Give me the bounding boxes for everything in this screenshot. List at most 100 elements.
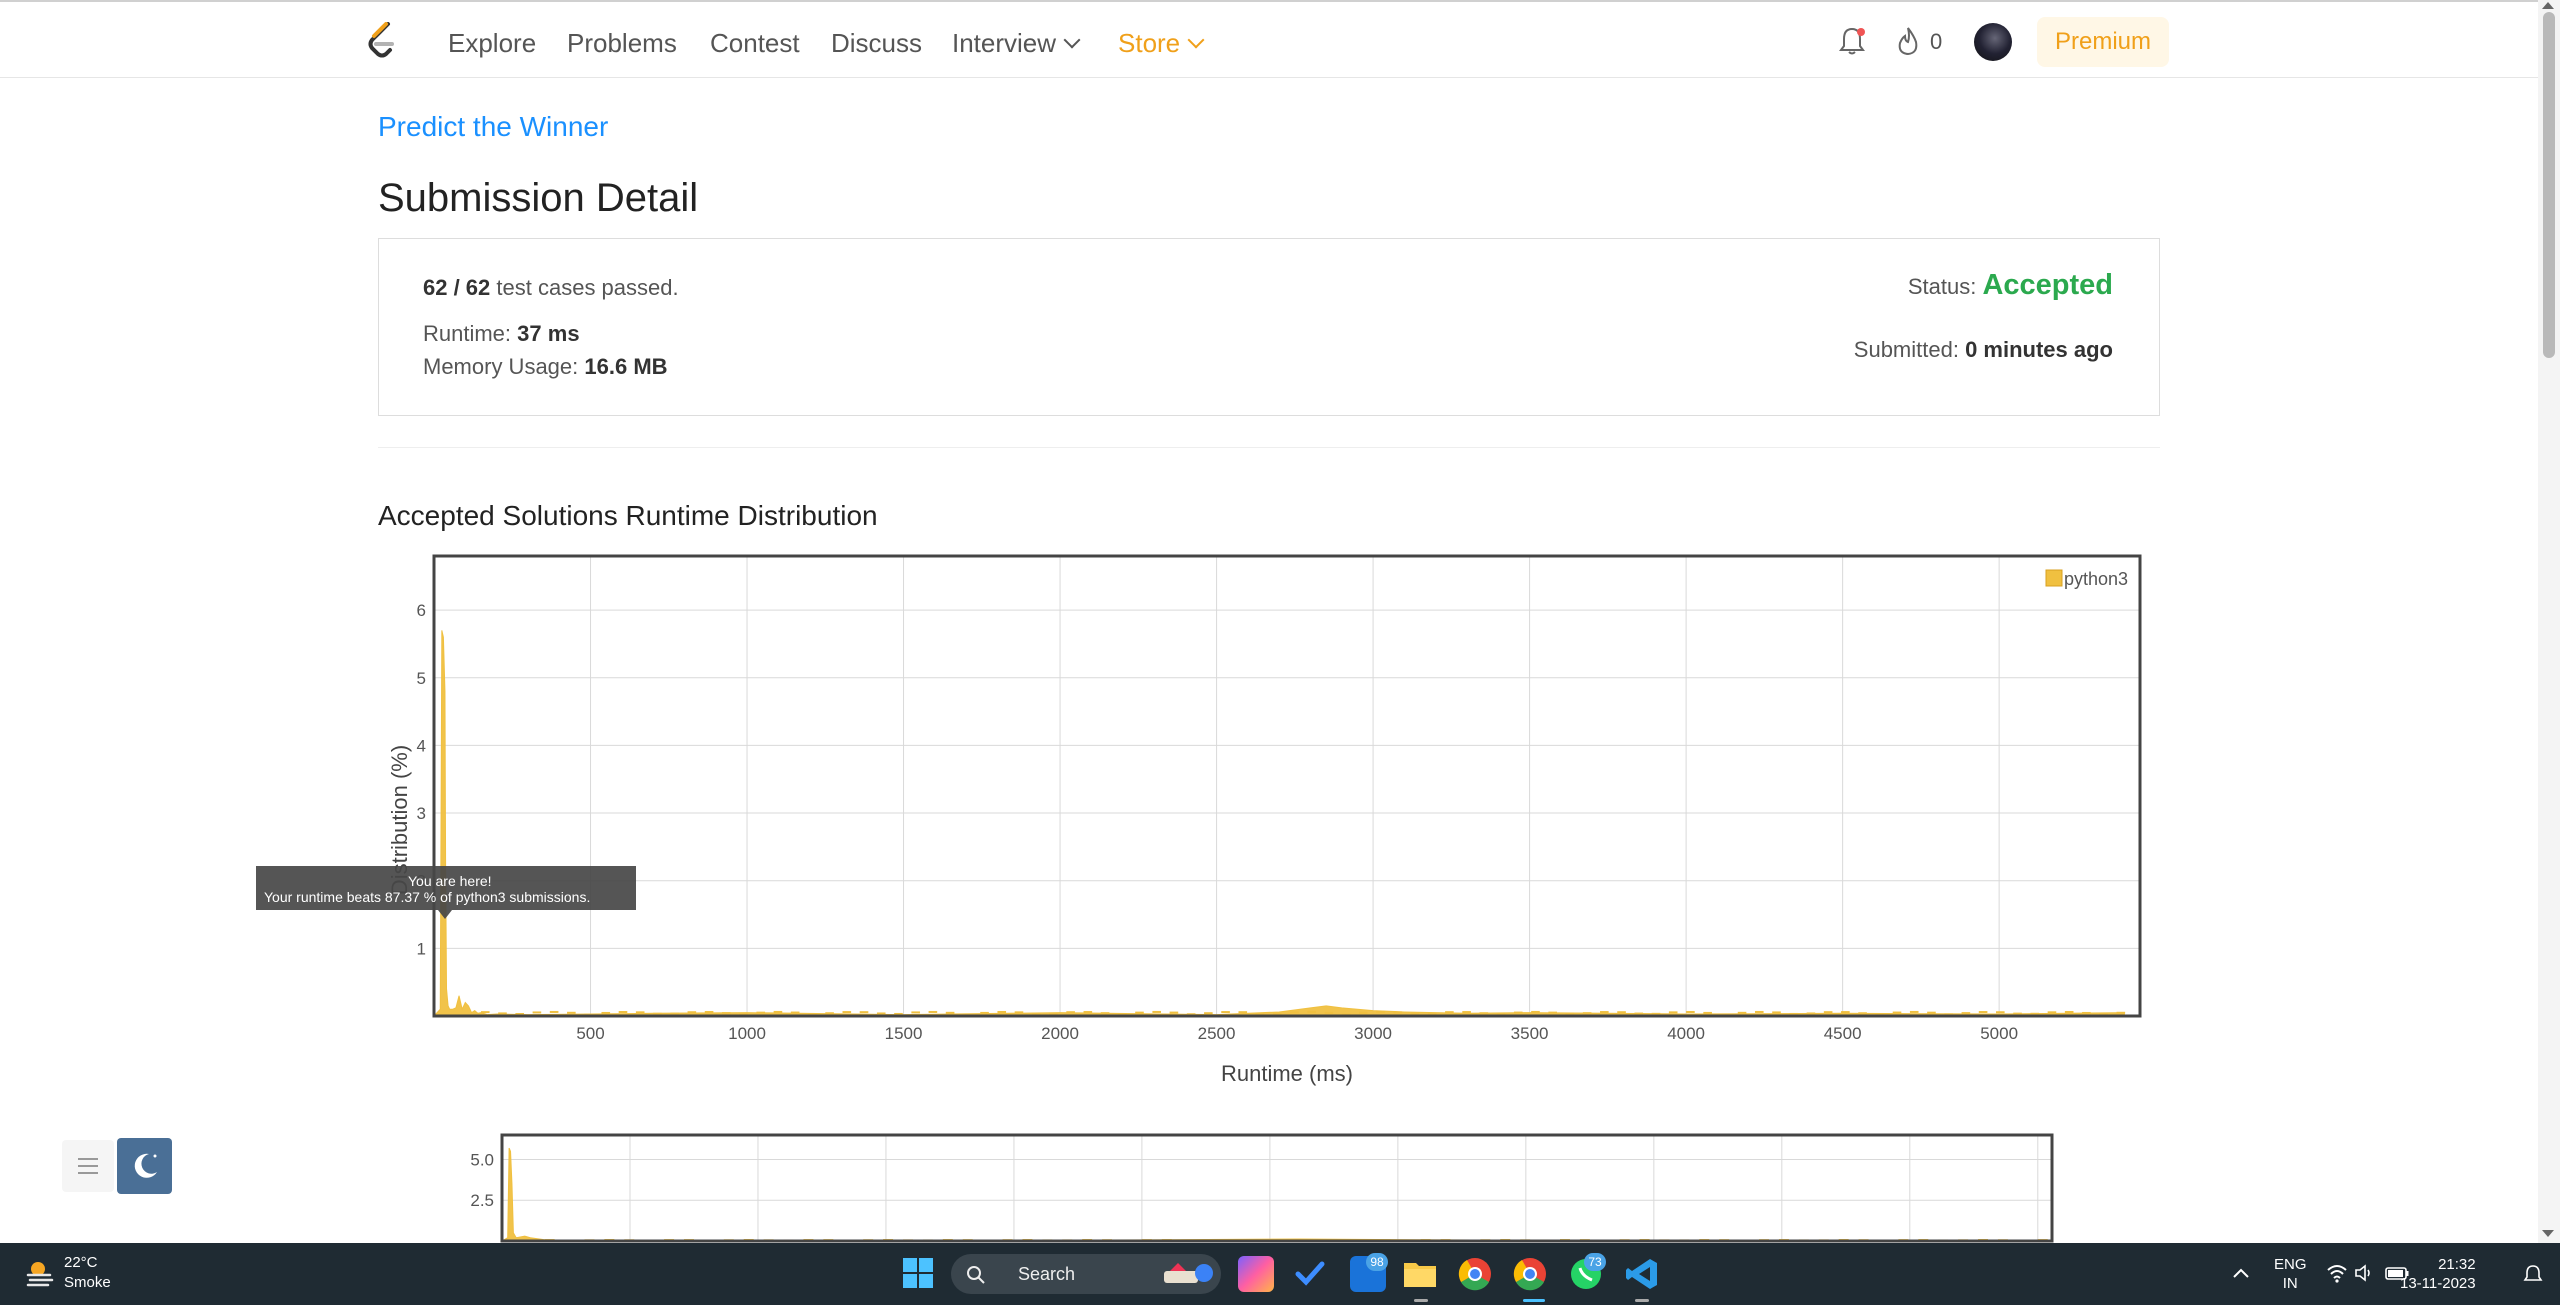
chart-section-title: Accepted Solutions Runtime Distribution xyxy=(378,500,878,531)
main-chart-ytick-label: 3 xyxy=(417,804,426,823)
overview-chart-ytick-label: 5.0 xyxy=(470,1150,494,1169)
nav-problems[interactable]: Problems xyxy=(567,28,677,58)
language-line-2: IN xyxy=(2282,1275,2298,1292)
taskbar-search-placeholder: Search xyxy=(1018,1264,1076,1284)
memory-value: 16.6 MB xyxy=(584,354,668,379)
nav-discuss[interactable]: Discuss xyxy=(831,28,923,58)
main-chart-xtick-label: 500 xyxy=(576,1024,604,1043)
chrome-icon[interactable] xyxy=(1457,1256,1493,1292)
tooltip-line-1: You are here! xyxy=(408,873,492,889)
tooltip-arrow xyxy=(438,910,452,919)
clock-date: 13-11-2023 xyxy=(2400,1275,2476,1292)
status-row: Status: Accepted xyxy=(1908,269,2113,302)
notification-dot xyxy=(1857,28,1865,36)
moon-icon xyxy=(134,1153,157,1178)
main-chart-ytick-label: 4 xyxy=(417,736,426,755)
chevron-down-icon xyxy=(1063,31,1081,49)
overview-chart-plot-area xyxy=(502,1135,2052,1241)
taskbar-running-indicator xyxy=(1635,1299,1649,1302)
file-explorer-icon[interactable] xyxy=(1402,1257,1438,1289)
nav-store-label: Store xyxy=(1118,28,1181,58)
notification-center-icon[interactable] xyxy=(2522,1263,2544,1285)
scroll-down-arrow-icon[interactable] xyxy=(2542,1230,2554,1237)
runtime-tooltip: You are here! Your runtime beats 87.37 %… xyxy=(256,866,636,910)
overview-chart-ytick-label: 2.5 xyxy=(470,1191,494,1210)
weather-smoke-icon[interactable] xyxy=(24,1257,56,1289)
menu-icon-bar xyxy=(78,1158,98,1160)
main-chart-xtick-label: 1000 xyxy=(728,1024,766,1043)
language-indicator[interactable]: ENG IN xyxy=(2274,1255,2307,1293)
submission-detail-box: 62 / 62 test cases passed. Runtime: 37 m… xyxy=(378,238,2160,416)
passed-suffix: test cases passed. xyxy=(496,275,679,300)
overview-chart-group: 2.5 5.0 xyxy=(470,1133,2054,1243)
outlook-badge: 98 xyxy=(1366,1253,1388,1271)
legend-swatch xyxy=(2045,569,2063,587)
weather-temp: 22°C xyxy=(64,1254,98,1271)
taskbar-running-indicator xyxy=(1414,1299,1428,1302)
todo-app-icon[interactable] xyxy=(1292,1256,1328,1292)
nav-interview-label: Interview xyxy=(952,28,1057,58)
streak-fire-icon[interactable] xyxy=(1896,26,1920,56)
windows-taskbar: 22°C Smoke Search 98 73 ENG IN xyxy=(0,1243,2560,1305)
main-chart-xtick-label: 4000 xyxy=(1667,1024,1705,1043)
main-chart-xtick-label: 2500 xyxy=(1198,1024,1236,1043)
nav-store[interactable]: Store xyxy=(1118,28,1205,59)
main-chart-frame xyxy=(432,554,2142,1018)
main-chart-xtick-label: 5000 xyxy=(1980,1024,2018,1043)
nav-interview[interactable]: Interview xyxy=(952,28,1081,59)
status-label: Status: xyxy=(1907,274,1977,299)
dark-mode-button[interactable] xyxy=(117,1138,172,1194)
avatar[interactable] xyxy=(1974,23,2012,61)
overview-chart-series-area xyxy=(500,1147,2039,1242)
clock[interactable]: 21:32 13-11-2023 xyxy=(2400,1255,2476,1293)
menu-button[interactable] xyxy=(62,1140,114,1192)
main-chart-legend: python3 xyxy=(2045,569,2128,589)
submitted-value: 0 minutes ago xyxy=(1965,337,2113,362)
clock-time: 21:32 xyxy=(2438,1256,2476,1273)
test-cases-passed: 62 / 62 test cases passed. xyxy=(423,275,679,301)
main-chart-xtick-label: 2000 xyxy=(1041,1024,1079,1043)
problem-title-link[interactable]: Predict the Winner xyxy=(378,111,609,142)
main-chart-xtick-label: 3000 xyxy=(1354,1024,1392,1043)
premium-button[interactable]: Premium xyxy=(2037,17,2169,67)
main-chart-xaxis-label: Runtime (ms) xyxy=(1221,1061,1353,1086)
chevron-down-icon xyxy=(1187,31,1205,49)
menu-icon-bar xyxy=(78,1165,98,1167)
windows-start-icon[interactable] xyxy=(902,1257,934,1289)
tooltip-line-2: Your runtime beats 87.37 % of python3 su… xyxy=(264,889,591,905)
divider xyxy=(378,447,2160,448)
nav-explore[interactable]: Explore xyxy=(448,28,537,58)
copilot-app-icon[interactable] xyxy=(1238,1256,1274,1292)
taskbar-active-indicator xyxy=(1523,1299,1545,1302)
wifi-icon[interactable] xyxy=(2326,1263,2348,1283)
scrollbar-thumb[interactable] xyxy=(2543,12,2555,358)
main-chart-xtick-label: 3500 xyxy=(1511,1024,1549,1043)
language-line-1: ENG xyxy=(2274,1256,2307,1273)
main-chart-series-area xyxy=(432,630,2125,1017)
battery-icon[interactable] xyxy=(2384,1263,2410,1283)
chevron-up-icon[interactable] xyxy=(2232,1267,2250,1279)
main-chart-ytick-label: 6 xyxy=(417,601,426,620)
main-chart-group: 1234565001000150020002500300035004000450… xyxy=(387,554,2142,1086)
main-chart-ytick-label: 1 xyxy=(417,939,426,958)
runtime-value: 37 ms xyxy=(517,321,580,346)
memory-row: Memory Usage: 16.6 MB xyxy=(423,354,668,380)
submitted-label: Submitted: xyxy=(1853,337,1959,362)
vscode-icon[interactable] xyxy=(1624,1256,1660,1292)
runtime-row: Runtime: 37 ms xyxy=(423,321,580,347)
scroll-up-arrow-icon[interactable] xyxy=(2542,2,2554,9)
main-chart-plot-area xyxy=(434,556,2140,1016)
submitted-row: Submitted: 0 minutes ago xyxy=(1854,337,2113,363)
weather-condition: Smoke xyxy=(64,1274,111,1291)
top-nav: Explore Problems Contest Discuss Intervi… xyxy=(0,0,2538,78)
whatsapp-badge: 73 xyxy=(1584,1253,1606,1271)
leetcode-logo-icon[interactable] xyxy=(364,22,404,60)
main-chart-ytick-label: 5 xyxy=(417,669,426,688)
volume-icon[interactable] xyxy=(2354,1263,2376,1283)
main-chart-xtick-label: 1500 xyxy=(885,1024,923,1043)
search-icon xyxy=(967,1266,985,1284)
nav-contest[interactable]: Contest xyxy=(710,28,800,58)
chrome-active-icon[interactable] xyxy=(1512,1256,1548,1292)
menu-icon-bar xyxy=(78,1172,98,1174)
memory-label: Memory Usage: xyxy=(423,354,579,379)
